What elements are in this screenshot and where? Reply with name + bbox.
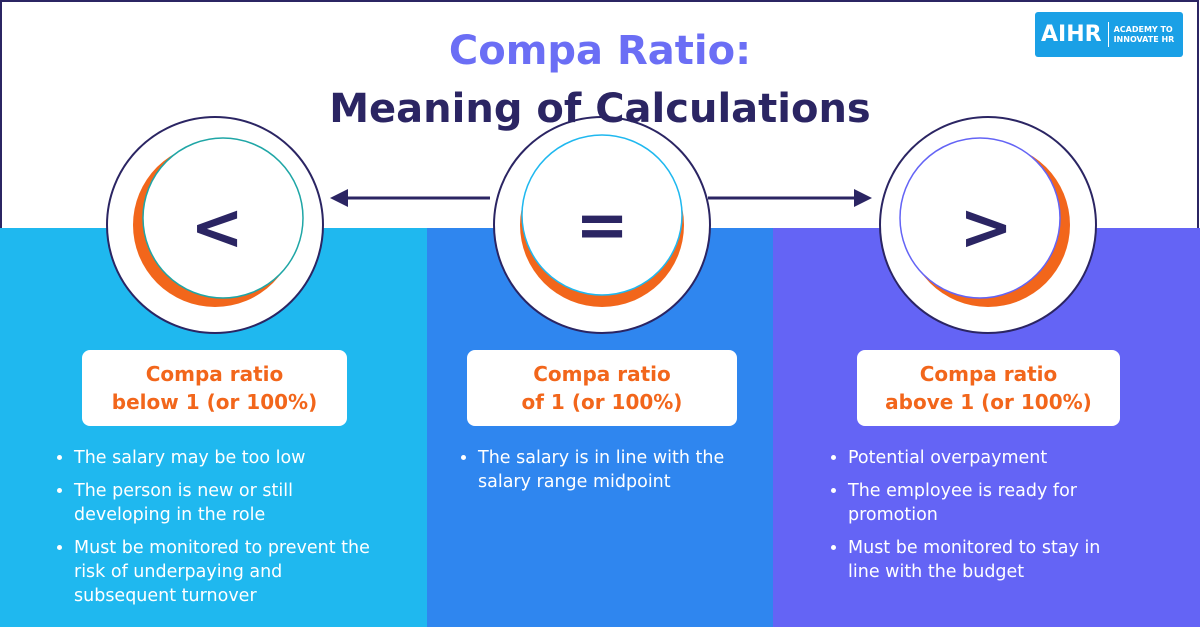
circle-1: < <box>106 116 324 334</box>
heading: of 1 (or 100%) <box>521 390 683 414</box>
logo: AIHR ACADEMY TO INNOVATE HR <box>1035 12 1183 57</box>
bullet-list: The salary may be too low The person is … <box>52 446 374 617</box>
heading-box: Compa ratio below 1 (or 100%) <box>82 350 347 426</box>
circle-3: > <box>879 116 1097 334</box>
bullet: Must be monitored to prevent the risk of… <box>74 536 374 608</box>
title: Meaning of Calculations <box>329 86 871 132</box>
bullet: The employee is ready for promotion <box>848 479 1108 527</box>
heading-box: Compa ratio of 1 (or 100%) <box>467 350 737 426</box>
symbol: < <box>190 191 244 265</box>
bullet: The salary may be too low <box>74 446 374 470</box>
symbol: = <box>575 189 629 263</box>
bullet: The salary is in line with the salary ra… <box>478 446 748 494</box>
heading: Compa ratio <box>533 362 671 386</box>
heading: above 1 (or 100%) <box>885 390 1092 414</box>
logo-tagline-line: INNOVATE HR <box>1113 34 1175 44</box>
heading: below 1 (or 100%) <box>111 390 318 414</box>
bullet-list: The salary is in line with the salary ra… <box>456 446 748 503</box>
arrow <box>330 189 872 207</box>
bullet: Potential overpayment <box>848 446 1108 470</box>
decoration: < = > <box>0 0 1199 334</box>
frame <box>0 0 1199 228</box>
circle-2: = <box>493 116 711 334</box>
bullet-list: Potential overpayment The employee is re… <box>826 446 1108 593</box>
heading-box: Compa ratio above 1 (or 100%) <box>857 350 1120 426</box>
heading: Compa ratio <box>145 362 284 386</box>
logo-mark: AIHR <box>1035 22 1109 47</box>
title: Compa Ratio: <box>448 28 752 74</box>
bullet: Must be monitored to stay in line with t… <box>848 536 1108 584</box>
heading: Compa ratio <box>919 362 1058 386</box>
symbol: > <box>959 191 1013 265</box>
logo-tagline-line: ACADEMY TO <box>1113 24 1173 34</box>
bullet: The person is new or still developing in… <box>74 479 374 527</box>
logo-tagline: ACADEMY TO INNOVATE HR <box>1109 25 1175 45</box>
